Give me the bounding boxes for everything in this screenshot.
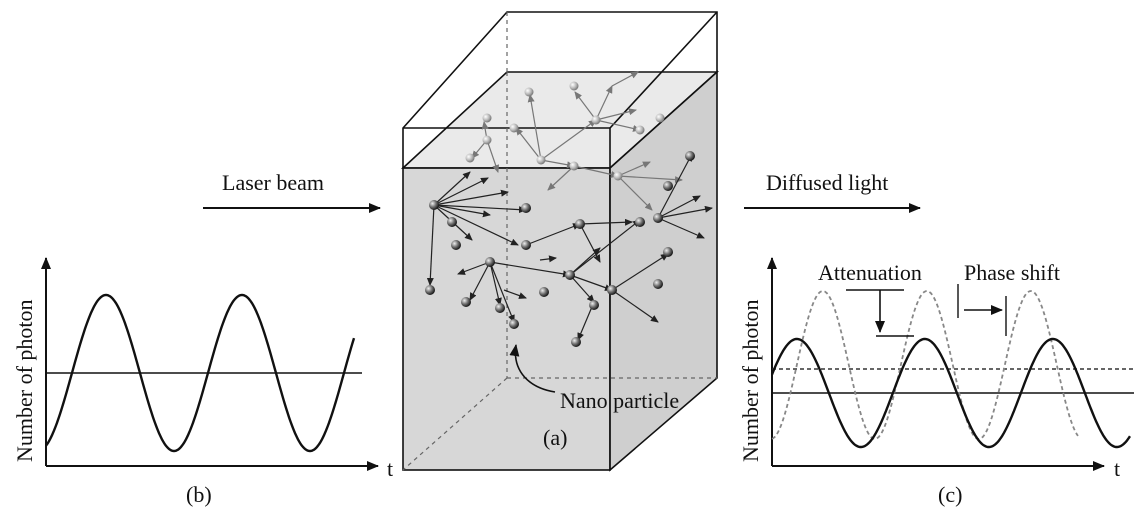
nano-particle-label: Nano particle <box>560 388 679 413</box>
nano-particles-lower <box>425 151 695 347</box>
plot-c-x-label: t <box>1114 456 1120 481</box>
plot-c-y-label: Number of photon <box>738 299 763 462</box>
plot-b <box>41 257 379 471</box>
caption-c: (c) <box>938 482 962 507</box>
nano-particles-upper <box>465 81 665 181</box>
phase-shift-label: Phase shift <box>964 260 1060 285</box>
cube-container <box>400 11 720 472</box>
plot-b-y-label: Number of photon <box>12 299 37 462</box>
plot-c-incident-wave <box>771 290 1079 440</box>
attenuation-label: Attenuation <box>818 260 922 285</box>
laser-beam-label: Laser beam <box>222 170 324 195</box>
plot-b-x-label: t <box>387 456 393 481</box>
diffused-light-label: Diffused light <box>766 170 888 195</box>
caption-a: (a) <box>543 425 567 450</box>
caption-b: (b) <box>186 482 212 507</box>
plot-c <box>767 257 1134 471</box>
scatter-arrows-upper <box>471 71 683 211</box>
plot-b-wave <box>45 293 356 453</box>
scatter-arrows-lower <box>426 153 713 341</box>
nano-particle-pointer <box>509 344 556 393</box>
plot-c-diffused-wave <box>770 337 1131 449</box>
